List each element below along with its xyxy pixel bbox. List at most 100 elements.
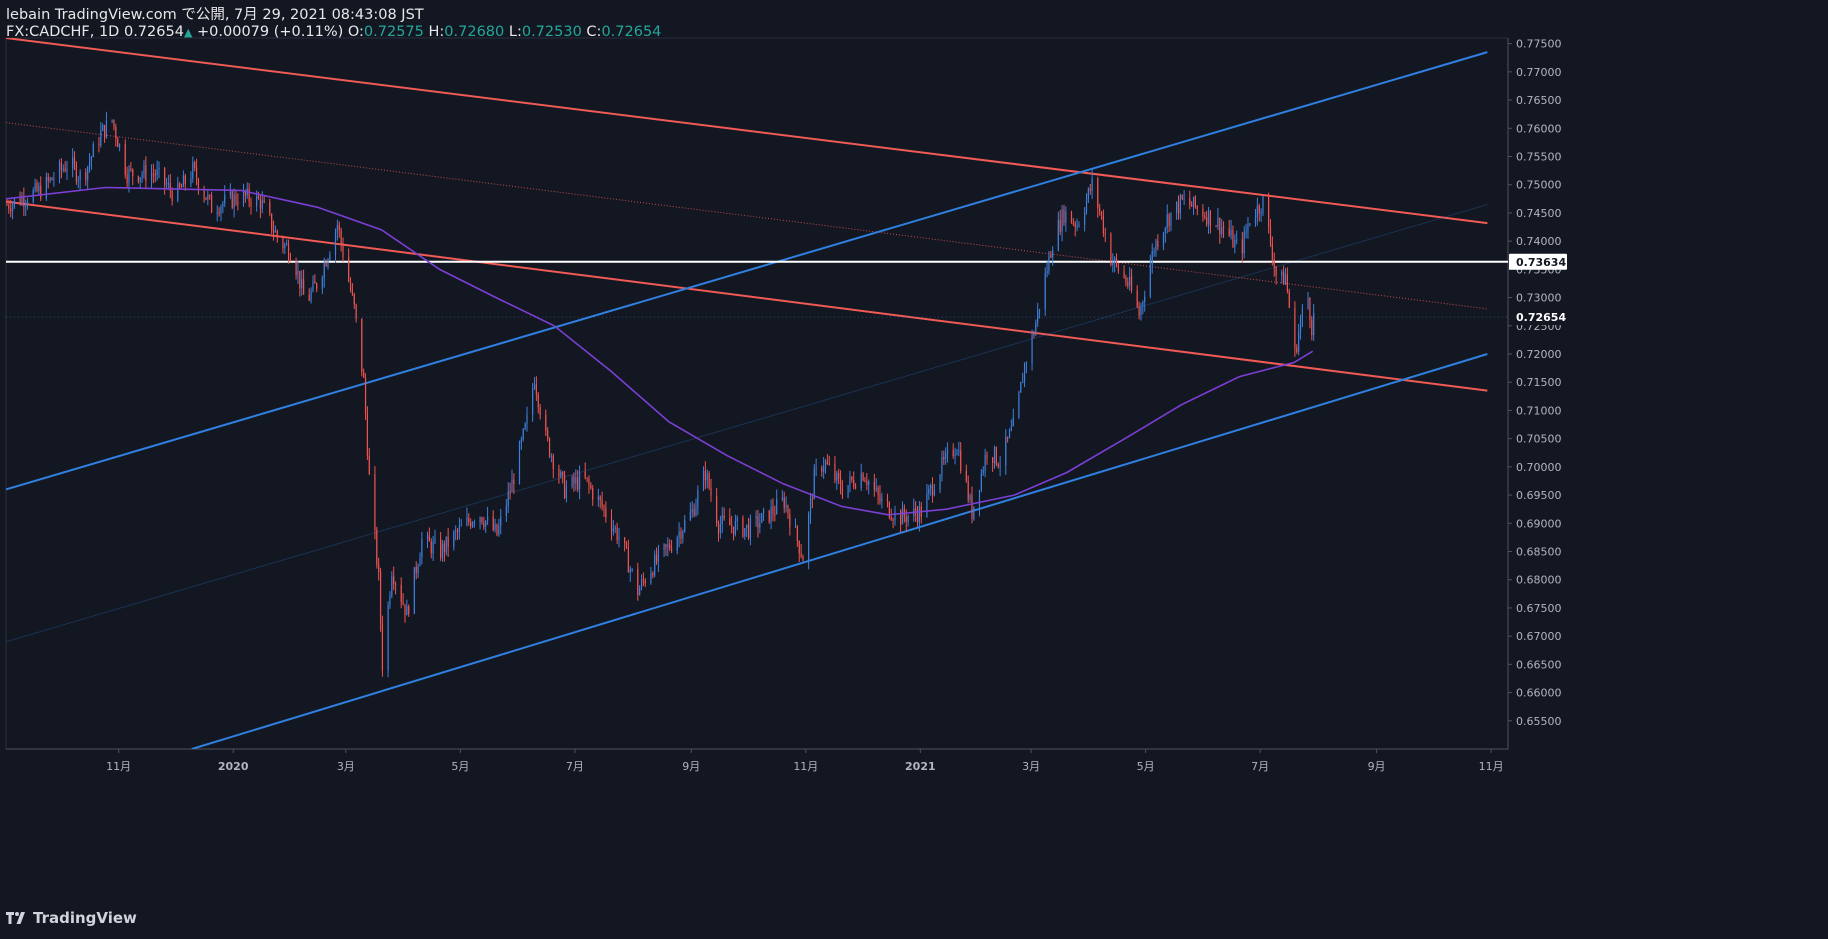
- candle-body: [980, 472, 982, 491]
- candle-body: [952, 449, 954, 457]
- candle-body: [179, 183, 181, 187]
- candle-body: [509, 491, 511, 493]
- x-tick-label: 3月: [1022, 760, 1040, 773]
- candle-body: [821, 467, 823, 472]
- open-value: 0.72575: [363, 24, 424, 40]
- x-tick-label: 11月: [1479, 760, 1504, 773]
- candle-body: [216, 212, 218, 214]
- candle-body: [657, 549, 660, 563]
- candle-body: [1245, 231, 1247, 233]
- candle-body: [79, 171, 81, 180]
- high-value: 0.72680: [444, 24, 505, 40]
- y-tick-label: 0.76500: [1516, 94, 1562, 107]
- candle-body: [1037, 310, 1039, 323]
- candles: [6, 111, 1315, 678]
- candle-body: [468, 517, 470, 523]
- candle-body: [809, 498, 812, 515]
- candle-body: [1151, 251, 1153, 265]
- candle-body: [1117, 263, 1120, 271]
- candle-body: [182, 175, 185, 187]
- price-chart[interactable]: 0.65500 0.66000 0.66500 0.67000 0.67500 0.680…: [0, 0, 1828, 905]
- candle-body: [492, 516, 494, 531]
- x-tick-label: 11月: [106, 760, 131, 773]
- candle-body: [1202, 208, 1204, 217]
- candle-body: [289, 259, 292, 261]
- candle-body: [1078, 224, 1080, 226]
- candle-body: [447, 536, 449, 547]
- candle-body: [88, 161, 91, 167]
- candle-body: [87, 166, 89, 180]
- candle-body: [325, 263, 327, 267]
- candle-body: [1284, 274, 1287, 285]
- candle-body: [1031, 334, 1033, 364]
- candle-body: [45, 177, 47, 199]
- candle-body: [1256, 205, 1258, 218]
- candle-body: [862, 473, 864, 481]
- candle-body: [220, 206, 222, 214]
- candle-body: [66, 168, 68, 172]
- candle-body: [1271, 244, 1273, 260]
- candle-body: [145, 165, 147, 181]
- candle-body: [774, 513, 776, 515]
- candle-body: [394, 583, 397, 585]
- candle-body: [308, 294, 310, 301]
- candle-body: [1099, 207, 1101, 212]
- candle-body: [592, 488, 594, 500]
- candle-body: [363, 371, 365, 378]
- candle-body: [23, 197, 25, 207]
- candle-body: [1138, 306, 1140, 316]
- candle-body: [1298, 331, 1300, 353]
- candle-body: [1084, 212, 1086, 225]
- candle-body: [1189, 198, 1191, 206]
- candle-body: [562, 471, 564, 476]
- candle-body: [877, 487, 879, 495]
- candle-body: [1025, 363, 1028, 365]
- candle-body: [355, 304, 357, 319]
- candle-body: [781, 497, 783, 500]
- candle-body: [143, 165, 145, 175]
- candle-body: [1258, 205, 1260, 214]
- candle-body: [6, 204, 8, 206]
- low-label: L:: [508, 24, 522, 40]
- candle-body: [986, 454, 988, 458]
- candle-body: [787, 505, 789, 515]
- x-tick-label: 7月: [1251, 760, 1269, 773]
- candle-body: [993, 447, 996, 463]
- candle-body: [194, 162, 196, 168]
- candle-body: [105, 120, 108, 138]
- candle-body: [203, 189, 205, 198]
- plot-area: [6, 38, 1508, 749]
- x-tick-label: 5月: [1137, 760, 1155, 773]
- candle-body: [971, 495, 973, 519]
- x-tick-label: 9月: [682, 760, 700, 773]
- candle-body: [928, 488, 930, 494]
- candle-body: [453, 531, 455, 547]
- candle-body: [248, 188, 250, 202]
- candle-body: [969, 495, 971, 500]
- candle-body: [218, 212, 220, 214]
- candle-body: [75, 164, 78, 182]
- candle-body: [1007, 436, 1009, 438]
- candle-body: [721, 515, 723, 525]
- candle-body: [1112, 262, 1114, 266]
- candle-body: [815, 467, 817, 469]
- candle-body: [669, 544, 671, 549]
- candle-body: [1168, 214, 1170, 226]
- candle-body: [440, 538, 442, 558]
- candle-body: [1219, 217, 1221, 234]
- candle-body: [1228, 228, 1230, 236]
- candle-body: [8, 204, 10, 209]
- candle-body: [336, 225, 338, 232]
- candle-body: [421, 538, 423, 558]
- close-label: C:: [586, 24, 602, 40]
- candle-body: [1127, 283, 1129, 286]
- candle-body: [736, 517, 738, 522]
- y-tick-label: 0.74000: [1516, 235, 1562, 248]
- candle-body: [192, 162, 194, 179]
- candle-body: [1074, 223, 1076, 228]
- candle-body: [1230, 229, 1232, 236]
- candle-body: [1241, 239, 1243, 254]
- candle-body: [1142, 301, 1144, 306]
- candle-body: [274, 230, 277, 233]
- candle-body: [102, 125, 104, 131]
